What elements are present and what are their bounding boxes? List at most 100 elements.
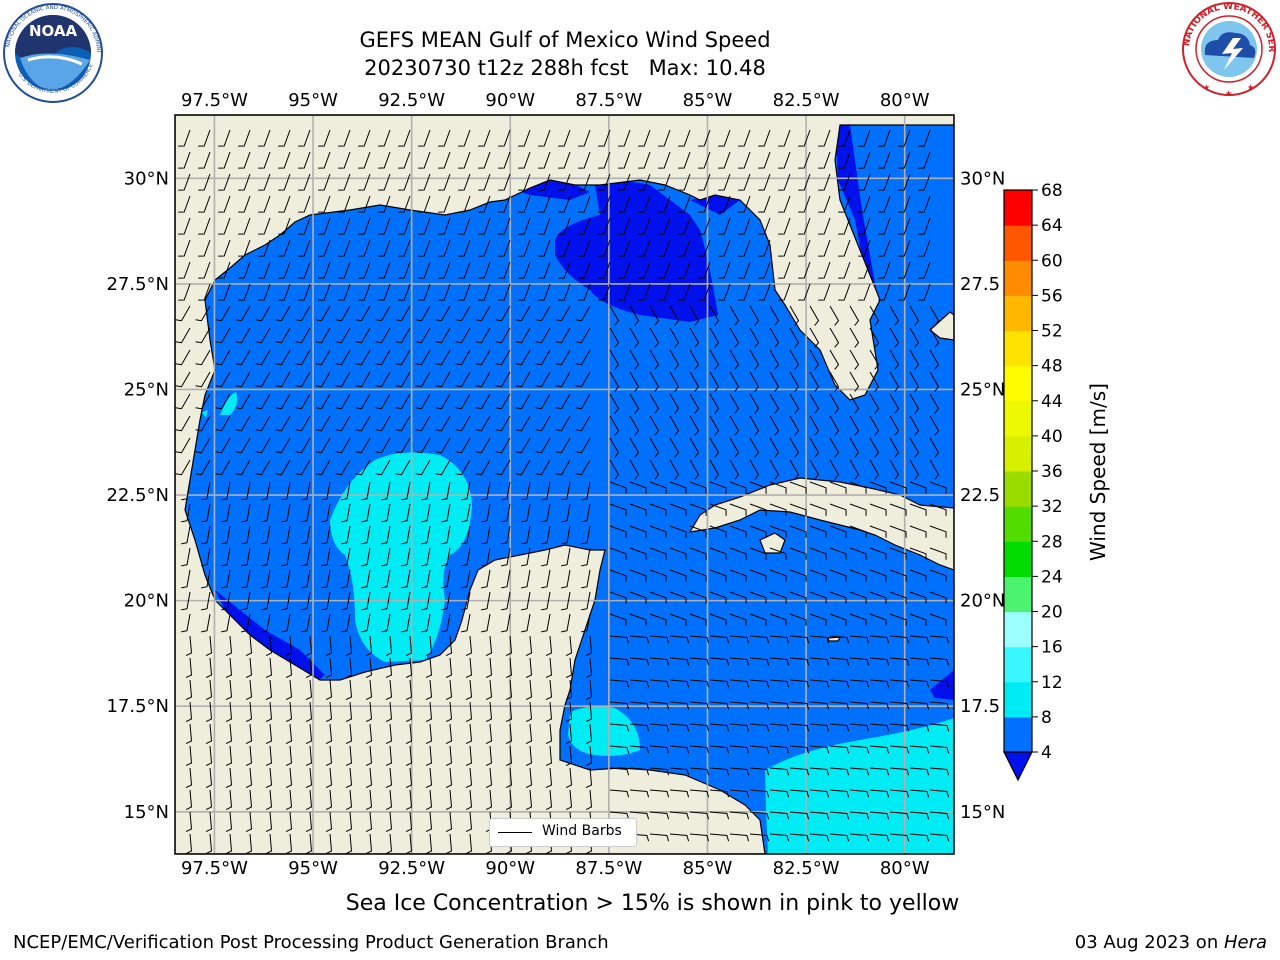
wind-barb — [869, 613, 887, 626]
wind-barb — [909, 525, 927, 538]
wind-barb — [461, 481, 471, 501]
wind-barb — [415, 459, 431, 476]
tick-label-lon-top: 80°W — [880, 90, 930, 111]
wind-barb — [581, 569, 591, 589]
wind-barb — [809, 613, 827, 626]
wind-barb — [565, 657, 573, 679]
wind-barb — [709, 415, 720, 436]
wind-barb — [281, 481, 291, 501]
wind-barb — [365, 789, 373, 811]
wind-barb — [255, 437, 271, 454]
wind-barb — [295, 415, 311, 432]
wind-barb — [225, 723, 233, 745]
wind-barb — [498, 173, 511, 191]
wind-barb — [849, 811, 870, 820]
colorbar-tick-label: 4 — [1041, 743, 1052, 763]
svg-text:★: ★ — [1247, 83, 1254, 92]
wind-barb — [358, 283, 371, 301]
wind-barb — [829, 767, 850, 776]
wind-barb — [581, 591, 591, 611]
wind-barb — [515, 349, 531, 366]
wind-barb — [929, 635, 950, 644]
wind-barb — [581, 547, 591, 567]
wind-barb — [698, 129, 711, 147]
wind-barb — [898, 173, 911, 191]
wind-barb — [538, 239, 551, 257]
wind-barb — [455, 327, 471, 344]
wind-barb — [521, 547, 531, 567]
wind-barb — [201, 547, 211, 567]
wind-barb — [225, 811, 233, 833]
wind-barb — [381, 547, 391, 567]
wind-barb — [609, 437, 620, 458]
contour-cyan-caribbean-se — [765, 718, 954, 854]
wind-barb — [485, 745, 493, 767]
contour-cyan-honduras — [568, 706, 640, 756]
wind-barb — [629, 745, 650, 754]
wind-barb — [758, 195, 771, 213]
wind-barb — [909, 767, 930, 776]
wind-barb — [729, 349, 740, 370]
wind-barb — [609, 547, 627, 560]
wind-barb — [298, 217, 311, 235]
wind-barb — [235, 393, 251, 410]
wind-barb — [455, 393, 471, 410]
wind-barb — [709, 569, 727, 582]
wind-barb — [518, 151, 531, 169]
wind-barb — [341, 591, 351, 611]
wind-barb — [278, 261, 291, 279]
wind-barb — [405, 745, 413, 767]
wind-barb — [678, 239, 691, 257]
wind-barb — [909, 459, 920, 480]
wind-barb — [638, 239, 651, 257]
wind-barb — [465, 811, 473, 833]
wind-barb — [618, 173, 631, 191]
wind-barb — [878, 261, 891, 279]
wind-barb — [438, 151, 451, 169]
wind-barb — [321, 547, 331, 567]
wind-barb — [205, 745, 213, 767]
wind-barb — [769, 613, 787, 626]
wind-barb — [869, 327, 880, 348]
wind-barb — [375, 371, 391, 388]
wind-barb — [909, 437, 920, 458]
wind-barb — [809, 701, 830, 710]
wind-barb — [609, 415, 620, 436]
wind-barb — [475, 349, 491, 366]
wind-barb — [669, 305, 680, 326]
wind-barb — [789, 811, 810, 820]
wind-barb — [829, 525, 847, 538]
wind-barb — [649, 635, 670, 644]
wind-barb — [555, 393, 571, 410]
wind-barb — [278, 217, 291, 235]
wind-barb — [889, 371, 900, 392]
wind-barb — [418, 195, 431, 213]
wind-barb — [898, 129, 911, 147]
wind-barb — [198, 129, 211, 147]
wind-barb — [829, 811, 850, 820]
wind-barb — [838, 151, 851, 169]
wind-barb — [305, 811, 313, 833]
wind-barb — [729, 789, 750, 798]
wind-barb — [565, 789, 573, 811]
wind-barb — [285, 701, 293, 723]
wind-barb — [345, 657, 353, 679]
wind-barb — [729, 305, 740, 326]
wind-barb — [798, 217, 811, 235]
wind-barb — [729, 833, 750, 842]
wind-barb — [325, 789, 333, 811]
wind-barb — [381, 569, 391, 589]
wind-barb — [689, 657, 710, 666]
wind-barb — [749, 437, 760, 458]
wind-barb — [481, 591, 491, 611]
wind-barb — [689, 305, 700, 326]
wind-barb — [238, 151, 251, 169]
wind-barb — [561, 613, 571, 633]
wind-barb — [638, 261, 651, 279]
wind-barb — [629, 371, 640, 392]
wind-barb — [365, 767, 373, 789]
wind-barb — [225, 635, 233, 657]
wind-barb — [305, 745, 313, 767]
wind-barb — [198, 195, 211, 213]
wind-barb — [255, 459, 271, 476]
